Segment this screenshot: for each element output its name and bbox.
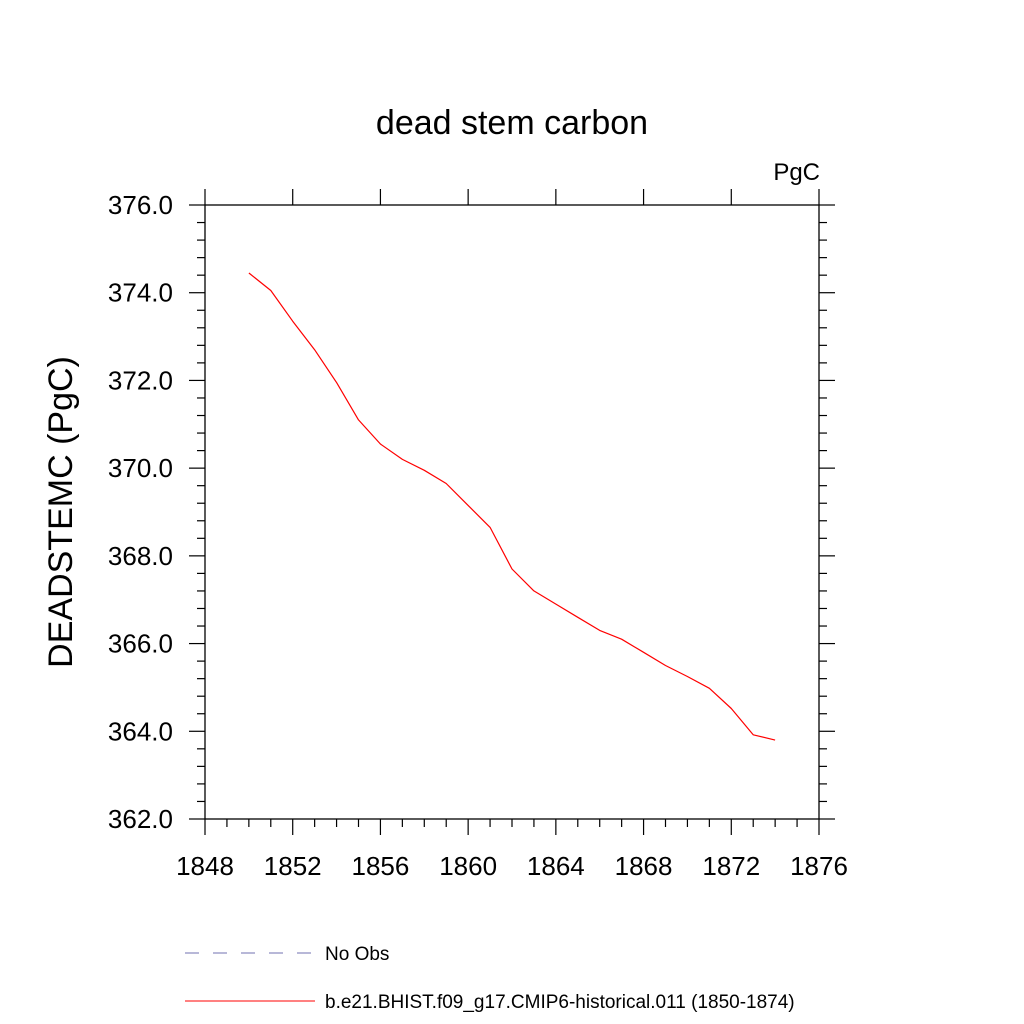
legend-label-no-obs: No Obs [325, 944, 389, 965]
series-lines [248, 272, 776, 741]
y-tick-label: 374.0 [108, 278, 173, 308]
x-tick-label: 1864 [527, 851, 585, 881]
y-tick-label: 368.0 [108, 541, 173, 571]
legend: No Obs b.e21.BHIST.f09_g17.CMIP6-histori… [185, 944, 795, 1013]
x-tick-labels: 1848 1852 1856 1860 1864 1868 1872 1876 [176, 851, 848, 881]
x-tick-label: 1872 [702, 851, 760, 881]
series-line-historical [248, 272, 776, 741]
y-tick-labels: 362.0 364.0 366.0 368.0 370.0 372.0 374.0 376.0 [108, 190, 173, 834]
legend-label-historical: b.e21.BHIST.f09_g17.CMIP6-historical.011… [325, 992, 795, 1013]
x-tick-label: 1856 [352, 851, 410, 881]
chart-title: dead stem carbon [376, 104, 648, 142]
y-tick-label: 366.0 [108, 629, 173, 659]
y-tick-label: 370.0 [108, 453, 173, 483]
x-tick-label: 1876 [790, 851, 848, 881]
x-tick-label: 1852 [264, 851, 322, 881]
x-tick-label: 1868 [615, 851, 673, 881]
units-label: PgC [773, 159, 820, 186]
y-tick-label: 362.0 [108, 804, 173, 834]
y-axis-label: DEADSTEMC (PgC) [42, 356, 80, 668]
y-tick-label: 364.0 [108, 716, 173, 746]
y-tick-label: 376.0 [108, 190, 173, 220]
plot-frame [204, 204, 820, 820]
x-tick-label: 1848 [176, 851, 234, 881]
x-tick-label: 1860 [439, 851, 497, 881]
y-tick-label: 372.0 [108, 365, 173, 395]
axis-ticks [189, 189, 835, 835]
